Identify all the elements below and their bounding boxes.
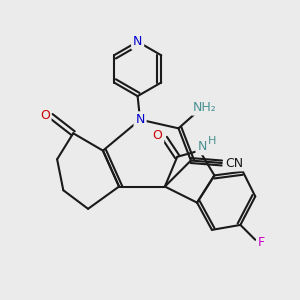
Text: NH₂: NH₂ — [193, 101, 216, 114]
Text: N: N — [135, 113, 145, 126]
Text: F: F — [258, 236, 265, 249]
Text: N: N — [133, 35, 142, 48]
Text: CN: CN — [225, 157, 243, 169]
Text: N: N — [197, 140, 207, 153]
Text: O: O — [152, 129, 162, 142]
Text: H: H — [208, 136, 216, 146]
Text: O: O — [40, 110, 50, 122]
